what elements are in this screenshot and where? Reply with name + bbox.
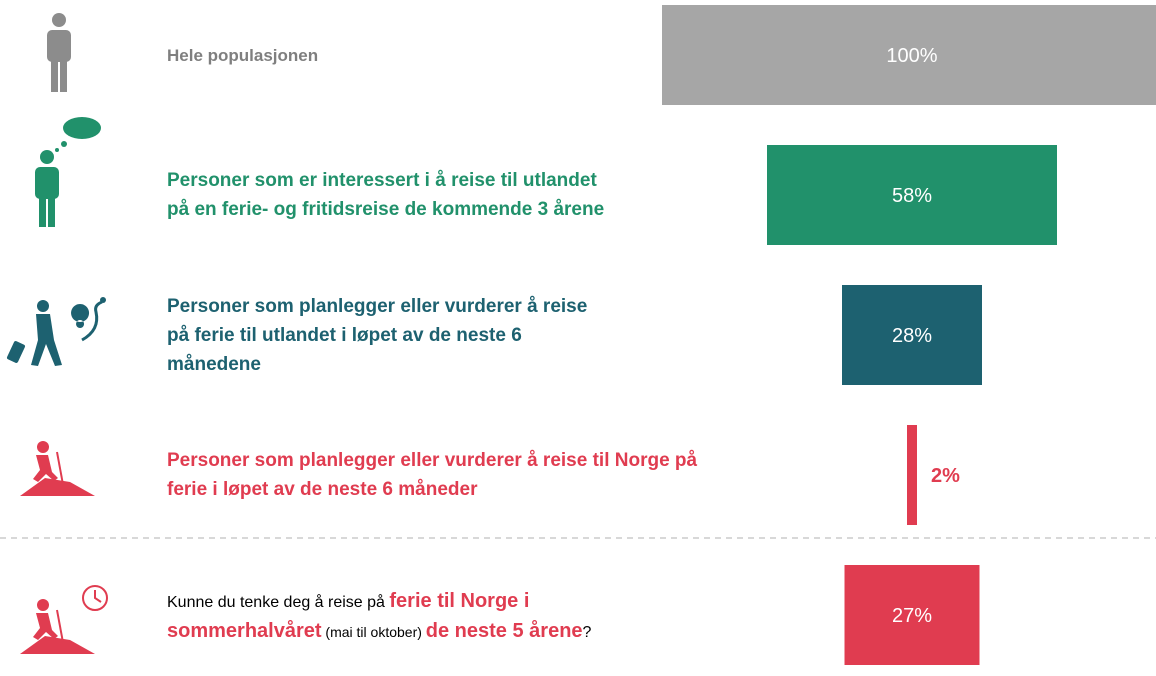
category-label: Hele populasjonen bbox=[167, 5, 467, 105]
value-label: 58% bbox=[892, 185, 932, 207]
category-label: Personer som er interessert i å reise ti… bbox=[167, 145, 607, 245]
category-segment: (mai til oktober) bbox=[321, 624, 426, 640]
value-label: 2% bbox=[931, 465, 960, 487]
hiker-icon bbox=[20, 441, 95, 496]
category-text: Hele populasjonen bbox=[167, 45, 319, 65]
category-text: Kunne du tenke deg å reise på ferie til … bbox=[167, 587, 667, 647]
thinking-person-icon bbox=[35, 117, 101, 227]
category-text: Personer som planlegger eller vurderer å… bbox=[167, 295, 588, 375]
category-segment: Kunne du tenke deg å reise på bbox=[167, 594, 390, 611]
funnel-bar bbox=[767, 145, 1057, 245]
category-label: Kunne du tenke deg å reise på ferie til … bbox=[167, 587, 667, 676]
category-label: Personer som planlegger eller vurderer å… bbox=[167, 425, 727, 525]
funnel-bar bbox=[842, 285, 982, 385]
person-icon bbox=[47, 13, 71, 92]
category-text: Personer som planlegger eller vurderer å… bbox=[167, 450, 698, 500]
category-segment: ferie til Norge i sommerhalvåret bbox=[167, 590, 530, 642]
value-label: 100% bbox=[886, 45, 937, 67]
category-label: Personer som planlegger eller vurderer å… bbox=[167, 285, 597, 385]
funnel-bar bbox=[662, 5, 1156, 105]
category-segment: de neste 5 årene bbox=[425, 620, 583, 642]
funnel-bar bbox=[844, 565, 980, 665]
traveler-icon bbox=[6, 297, 106, 366]
hiker-clock-icon bbox=[20, 585, 108, 654]
value-label: 28% bbox=[892, 325, 932, 347]
category-text: Personer som er interessert i å reise ti… bbox=[167, 170, 605, 220]
funnel-bar bbox=[907, 425, 917, 525]
value-label: 27% bbox=[892, 605, 932, 627]
category-segment: ? bbox=[582, 624, 592, 641]
